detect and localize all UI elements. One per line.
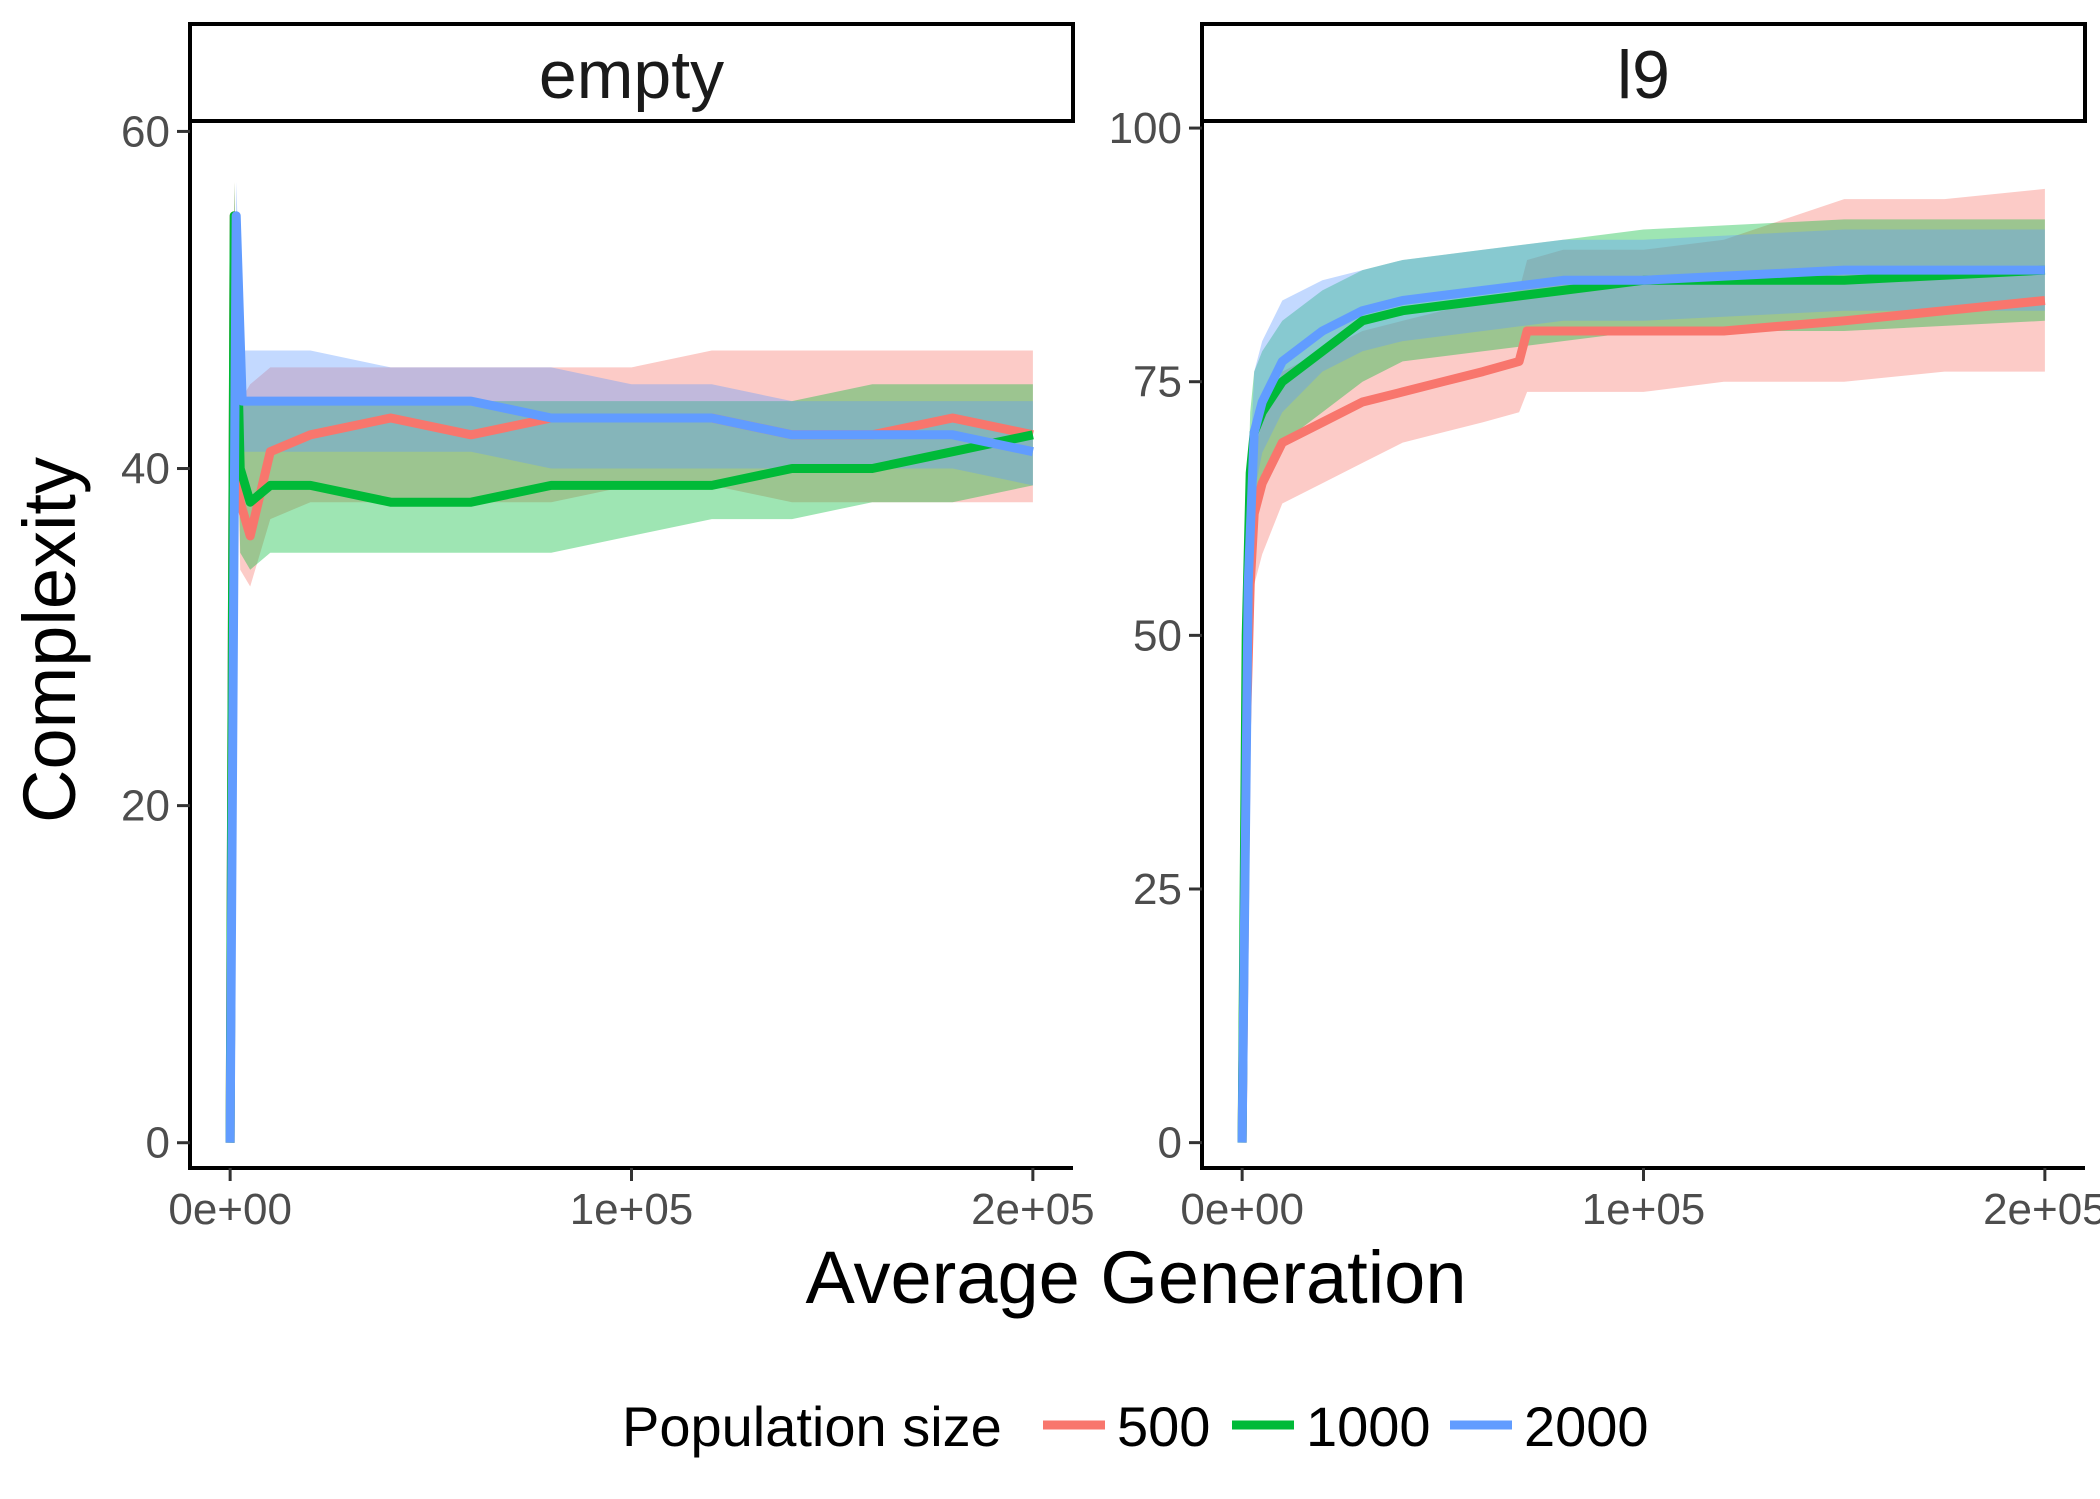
legend: Population size 500 1000 2000 [622,1395,1649,1458]
ribbon-500 [1242,188,2045,1143]
legend-label: 1000 [1306,1395,1431,1458]
ribbon-500 [230,182,1033,1143]
line-2000 [1237,265,2045,1143]
legend-label: 500 [1117,1395,1210,1458]
strip-box [188,22,1075,123]
line-2000 [225,211,1034,1143]
ribbon-1000 [230,182,1033,1143]
ribbon-2000 [230,182,1033,1143]
strip-box [1200,22,2087,123]
legend-entry-1000: 1000 [1232,1395,1431,1458]
plot-area [225,182,1034,1143]
x-tick-label: 2e+05 [1983,1185,2100,1234]
x-tick-label: 0e+00 [1180,1185,1304,1234]
x-tick-label: 1e+05 [1582,1185,1706,1234]
y-axis-title: Complexity [8,457,91,823]
y-tick-label: 20 [121,782,170,831]
legend-label: 2000 [1524,1395,1649,1458]
x-axis-title: Average Generation [806,1236,1467,1319]
plot-area [1237,188,2046,1143]
panel-l9: l9 0 25 50 75 100 0e+00 1e+05 2e+05 [1109,22,2100,1234]
x-tick-label: 2e+05 [971,1185,1095,1234]
y-tick-label: 100 [1109,104,1182,153]
strip-label: empty [539,37,724,113]
y-tick-label: 0 [1158,1119,1182,1168]
x-tick-label: 0e+00 [168,1185,292,1234]
y-tick-label: 60 [121,107,170,156]
y-tick-label: 25 [1133,865,1182,914]
legend-entry-2000: 2000 [1450,1395,1649,1458]
y-tick-label: 50 [1133,611,1182,660]
y-tick-label: 40 [121,445,170,494]
legend-entry-500: 500 [1043,1395,1210,1458]
ribbon-2000 [1242,229,2045,1143]
legend-entries: 500 1000 2000 [1043,1395,1649,1458]
y-tick-label: 75 [1133,358,1182,407]
x-tick-label: 1e+05 [570,1185,694,1234]
panels: empty 0 20 40 60 0e+00 1e+05 2e+05 l9 0 25 50 75 100 0… [121,22,2100,1234]
legend-title: Population size [622,1395,1002,1458]
line-1000 [225,211,1034,1143]
y-tick-label: 0 [146,1119,170,1168]
strip-label: l9 [1617,37,1670,113]
panel-empty: empty 0 20 40 60 0e+00 1e+05 2e+05 [121,22,1095,1234]
